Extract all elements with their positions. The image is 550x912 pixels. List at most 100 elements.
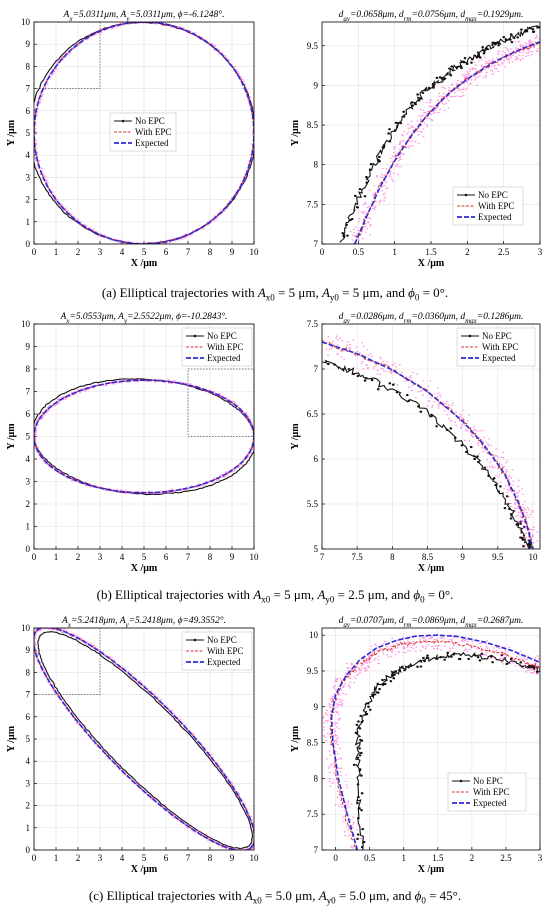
legend-label: With EPC bbox=[482, 342, 518, 352]
x-tick-label: 6 bbox=[164, 853, 169, 863]
legend-label: Expected bbox=[478, 212, 512, 222]
caption-a-label: (a) Elliptical trajectories with bbox=[101, 285, 255, 300]
x-tick-label: 0 bbox=[320, 247, 325, 257]
x-tick-label: 7.5 bbox=[352, 552, 364, 562]
y-axis-label: Y /μm bbox=[6, 725, 17, 752]
y-tick-label: 9.5 bbox=[307, 666, 319, 676]
x-tick-label: 0 bbox=[32, 247, 37, 257]
caption-a-ay-val: = 5 μm, and bbox=[338, 285, 409, 300]
x-axis-label: X /μm bbox=[418, 258, 445, 269]
plot-frame bbox=[33, 323, 255, 550]
caption-b-ay: A bbox=[317, 587, 326, 602]
y-tick-label: 4 bbox=[26, 454, 31, 464]
caption-a: (a) Elliptical trajectories with Ax0 = 5… bbox=[0, 285, 550, 306]
y-tick-label: 6 bbox=[26, 106, 31, 116]
legend-label: Expected bbox=[135, 138, 169, 148]
chart-panel-c-right: 0 0.5 1 1.5 2 2.5 3 7 7.5 8 8.5 9 9.5 10 X /μm Y /μm dav… bbox=[290, 616, 543, 875]
y-tick-label: 6.5 bbox=[307, 409, 319, 419]
series-line-expected bbox=[353, 41, 540, 244]
legend-marker bbox=[193, 334, 197, 338]
caption-b-ay-sub: y0 bbox=[325, 594, 335, 605]
noise-scatter bbox=[322, 633, 540, 849]
caption-a-ax-sub: x0 bbox=[265, 292, 275, 303]
y-tick-label: 2 bbox=[26, 801, 31, 811]
x-tick-label: 2 bbox=[76, 552, 81, 562]
y-tick-label: 7 bbox=[314, 364, 319, 374]
x-tick-label: 8 bbox=[208, 552, 213, 562]
caption-b-ax-sub: x0 bbox=[261, 594, 271, 605]
series-line-with-epc bbox=[353, 41, 540, 244]
chart-panel-b-right: 7 7.5 8 8.5 9 9.5 10 5 5.5 6 6.5 7 7.5 X /μm Y /μm dav=… bbox=[290, 312, 541, 574]
caption-c-ax-sub: x0 bbox=[252, 895, 262, 906]
caption-b-label: (b) Elliptical trajectories with bbox=[96, 587, 251, 602]
x-tick-label: 9 bbox=[230, 853, 235, 863]
y-tick-label: 7 bbox=[314, 845, 319, 855]
x-tick-label: 10 bbox=[250, 247, 260, 257]
caption-a-ax-val: = 5 μm, bbox=[274, 285, 322, 300]
x-tick-label: 2.5 bbox=[498, 247, 510, 257]
y-axis-label: Y /μm bbox=[290, 119, 301, 146]
caption-b-phi: ϕ bbox=[413, 587, 421, 602]
y-tick-label: 7 bbox=[314, 239, 319, 249]
caption-c-phi: ϕ bbox=[414, 888, 422, 903]
caption-c-ay: A bbox=[318, 888, 327, 903]
y-tick-label: 8 bbox=[26, 61, 31, 71]
x-tick-label: 0.5 bbox=[364, 853, 376, 863]
x-tick-label: 3 bbox=[538, 247, 543, 257]
legend-marker bbox=[121, 119, 125, 123]
y-tick-label: 7 bbox=[26, 387, 31, 397]
y-tick-label: 7.5 bbox=[307, 809, 319, 819]
y-tick-label: 7.5 bbox=[307, 199, 319, 209]
y-tick-label: 0 bbox=[26, 845, 31, 855]
legend-marker bbox=[468, 334, 472, 338]
y-tick-label: 9 bbox=[26, 39, 31, 49]
legend-label: With EPC bbox=[135, 127, 171, 137]
caption-b-phi-sub: 0 bbox=[420, 594, 425, 605]
chart-panel-a-left: 0 1 2 3 4 5 6 7 8 9 10 0 1 2 3 4 5 6 7 8 9 10 X /μm Y /μm Ax=5.0… bbox=[6, 9, 259, 269]
caption-c-ax: A bbox=[244, 888, 253, 903]
y-tick-label: 8.5 bbox=[307, 120, 319, 130]
caption-a-ay: A bbox=[321, 285, 330, 300]
y-tick-label: 3 bbox=[26, 172, 31, 182]
y-tick-label: 9 bbox=[26, 342, 31, 352]
x-axis-label: X /μm bbox=[131, 258, 158, 269]
x-axis-label: X /μm bbox=[418, 864, 445, 875]
x-axis-label: X /μm bbox=[131, 864, 158, 875]
y-tick-label: 10 bbox=[21, 17, 31, 27]
y-tick-label: 6 bbox=[26, 712, 31, 722]
legend-label: No EPC bbox=[135, 116, 165, 126]
y-tick-label: 7 bbox=[26, 690, 31, 700]
x-tick-label: 1.5 bbox=[425, 247, 437, 257]
x-tick-label: 8 bbox=[208, 853, 213, 863]
legend-label: Expected bbox=[482, 353, 516, 363]
y-tick-label: 10 bbox=[21, 623, 31, 633]
y-tick-label: 1 bbox=[26, 217, 31, 227]
x-tick-label: 9.5 bbox=[492, 552, 504, 562]
series-line-no-epc bbox=[322, 359, 533, 549]
caption-c-label: (c) Elliptical trajectories with bbox=[88, 888, 242, 903]
y-tick-label: 5 bbox=[26, 128, 31, 138]
caption-b-phi-val: = 0°. bbox=[424, 587, 454, 602]
y-tick-label: 5.5 bbox=[307, 499, 319, 509]
legend-label: No EPC bbox=[478, 190, 508, 200]
x-tick-label: 3 bbox=[98, 853, 103, 863]
y-tick-label: 2 bbox=[26, 195, 31, 205]
y-tick-label: 0 bbox=[26, 544, 31, 554]
caption-a-ax: A bbox=[257, 285, 266, 300]
y-tick-label: 8.5 bbox=[307, 738, 319, 748]
x-tick-label: 2 bbox=[470, 853, 475, 863]
caption-b: (b) Elliptical trajectories with Ax0 = 5… bbox=[0, 587, 550, 608]
y-tick-label: 6 bbox=[314, 454, 319, 464]
y-tick-label: 0 bbox=[26, 239, 31, 249]
caption-c-phi-sub: 0 bbox=[421, 895, 426, 906]
y-tick-label: 8 bbox=[26, 667, 31, 677]
caption-c-ax-val: = 5.0 μm, bbox=[261, 888, 319, 903]
series-line-no-epc bbox=[37, 630, 254, 850]
y-tick-label: 4 bbox=[26, 150, 31, 160]
x-tick-label: 6 bbox=[164, 552, 169, 562]
